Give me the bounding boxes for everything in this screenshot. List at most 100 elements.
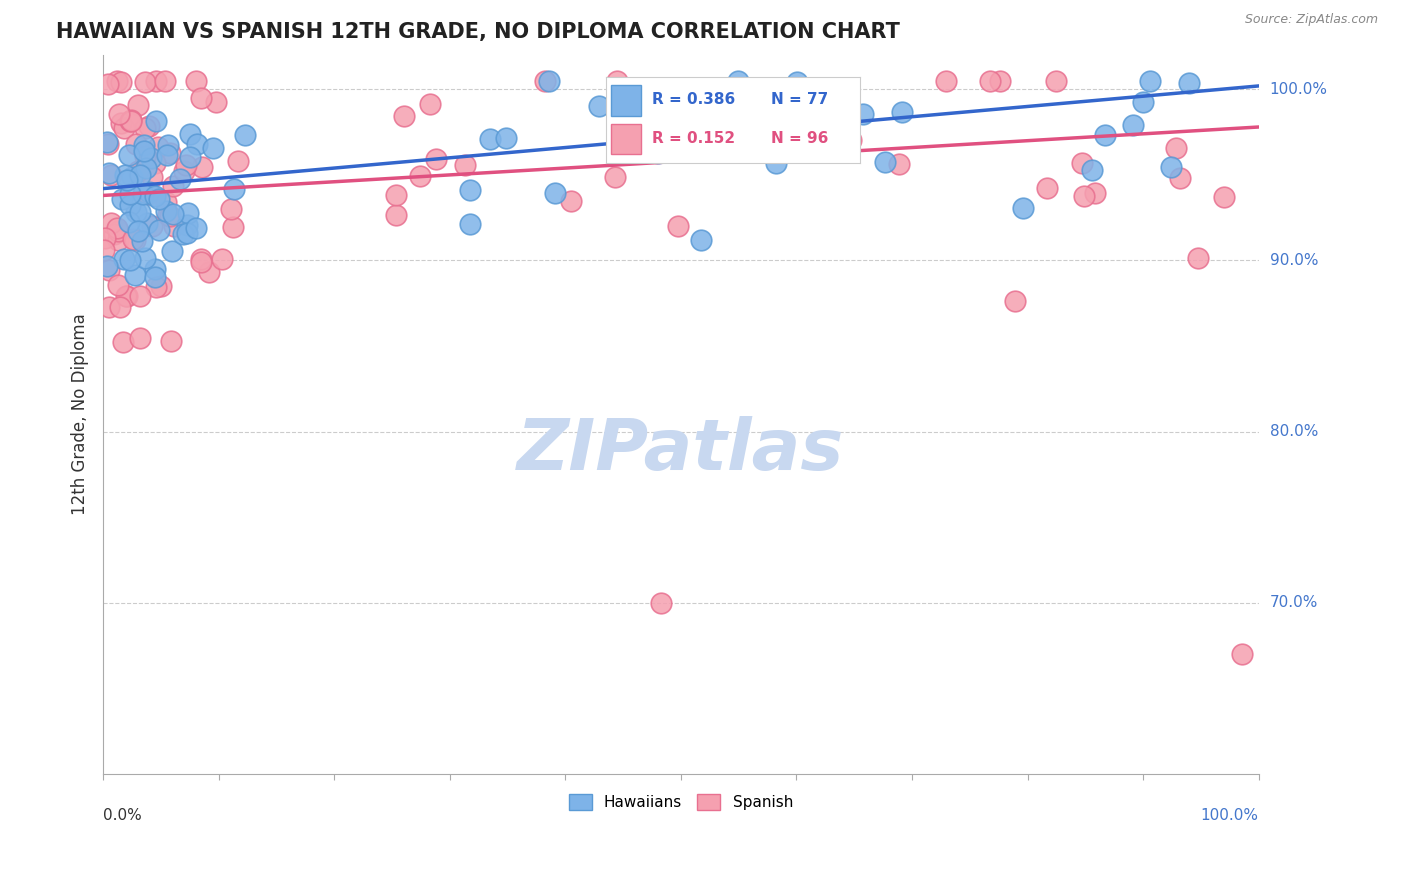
Point [156, 208, 179, 222]
Point [162, 178, 184, 193]
Point [105, 220, 128, 235]
Point [661, 144, 683, 158]
Point [155, 204, 177, 219]
Point [1036, 181, 1059, 195]
Point [603, 169, 626, 184]
Point [1073, 188, 1095, 202]
Point [145, 74, 167, 88]
Point [128, 289, 150, 303]
Point [160, 244, 183, 259]
Point [184, 74, 207, 88]
Point [127, 97, 149, 112]
Point [198, 265, 221, 279]
Point [124, 268, 146, 282]
Point [425, 153, 447, 167]
Point [744, 125, 766, 139]
Point [173, 163, 195, 178]
Point [186, 137, 208, 152]
Text: 70.0%: 70.0% [1270, 595, 1317, 610]
Point [852, 106, 875, 120]
Point [1230, 647, 1253, 661]
Point [1094, 128, 1116, 143]
Point [689, 234, 711, 248]
Point [409, 169, 432, 183]
Point [1187, 251, 1209, 265]
Point [190, 255, 212, 269]
Point [145, 280, 167, 294]
Point [128, 169, 150, 183]
Point [124, 136, 146, 151]
Point [190, 91, 212, 105]
Point [650, 596, 672, 610]
Point [1139, 74, 1161, 88]
Point [588, 99, 610, 113]
Point [143, 269, 166, 284]
Point [121, 170, 143, 185]
Point [107, 224, 129, 238]
Point [176, 226, 198, 240]
Point [157, 137, 180, 152]
Point [682, 143, 704, 157]
Text: 90.0%: 90.0% [1270, 253, 1319, 268]
Point [385, 188, 408, 202]
Point [136, 216, 159, 230]
Point [97, 300, 120, 314]
Point [118, 186, 141, 201]
Point [111, 192, 134, 206]
Point [935, 74, 957, 88]
Point [169, 171, 191, 186]
Point [162, 207, 184, 221]
Point [808, 143, 831, 157]
Point [1012, 201, 1035, 215]
Point [385, 208, 408, 222]
Point [148, 223, 170, 237]
Point [127, 163, 149, 178]
Point [179, 150, 201, 164]
Text: 100.0%: 100.0% [1270, 82, 1327, 97]
Point [172, 227, 194, 241]
Point [458, 217, 481, 231]
Point [159, 145, 181, 160]
Point [177, 206, 200, 220]
Point [1070, 156, 1092, 170]
Point [891, 104, 914, 119]
Point [1004, 294, 1026, 309]
Point [97, 136, 120, 151]
Point [659, 107, 682, 121]
Point [118, 214, 141, 228]
Point [139, 152, 162, 166]
Point [873, 154, 896, 169]
Point [1122, 118, 1144, 132]
Point [135, 161, 157, 175]
Point [458, 183, 481, 197]
Point [211, 252, 233, 266]
Point [988, 74, 1011, 88]
Point [205, 95, 228, 110]
Y-axis label: 12th Grade, No Diploma: 12th Grade, No Diploma [72, 314, 89, 516]
Point [107, 107, 129, 121]
Point [93, 243, 115, 257]
Point [606, 74, 628, 88]
Point [138, 119, 160, 133]
Point [100, 216, 122, 230]
Point [155, 195, 177, 210]
Point [544, 186, 567, 200]
Point [145, 155, 167, 169]
Text: 80.0%: 80.0% [1270, 424, 1317, 439]
Point [96, 259, 118, 273]
Point [110, 74, 132, 88]
Point [146, 140, 169, 154]
Point [179, 127, 201, 141]
Point [143, 188, 166, 202]
Point [534, 74, 557, 88]
Point [134, 251, 156, 265]
Point [115, 289, 138, 303]
Point [115, 173, 138, 187]
Point [132, 137, 155, 152]
Point [666, 219, 689, 233]
Point [1132, 95, 1154, 109]
Point [186, 220, 208, 235]
Point [163, 219, 186, 234]
Point [120, 112, 142, 127]
Point [228, 154, 250, 169]
